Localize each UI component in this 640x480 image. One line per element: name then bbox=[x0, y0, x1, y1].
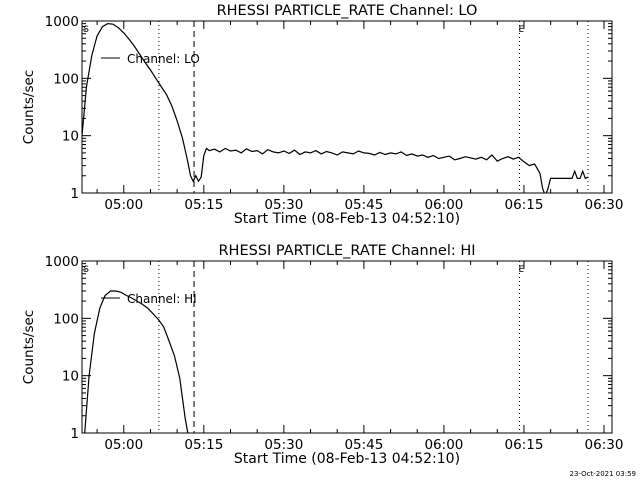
x-tick-label: 05:30 bbox=[264, 437, 303, 453]
x-tick-label: 06:00 bbox=[424, 437, 463, 453]
x-tick-label: 06:30 bbox=[585, 197, 624, 213]
x-axis-label: Start Time (08-Feb-13 04:52:10) bbox=[234, 211, 460, 227]
event-marker-label: E bbox=[519, 25, 525, 35]
chart-panel-lo: RHESSI PARTICLE_RATE Channel: LO 05:00 05:… bbox=[21, 3, 623, 227]
y-tick-label: 1000 bbox=[45, 254, 79, 270]
x-tick-label: 06:15 bbox=[505, 437, 544, 453]
x-tick-label: 05:15 bbox=[184, 437, 223, 453]
x-tick-label: 05:00 bbox=[104, 437, 143, 453]
y-axis-label: Counts/sec bbox=[21, 70, 37, 144]
y-tick-label: 1000 bbox=[45, 14, 79, 30]
x-tick-label: 05:00 bbox=[104, 197, 143, 213]
y-tick-label: 100 bbox=[53, 311, 79, 327]
series-line bbox=[82, 22, 589, 193]
chart-panel-hi: RHESSI PARTICLE_RATE Channel: HI 05:00 05:… bbox=[21, 243, 623, 467]
legend-label: Channel: HI bbox=[127, 292, 197, 306]
event-marker-label: E bbox=[519, 265, 525, 275]
x-tick-label: 05:15 bbox=[184, 197, 223, 213]
legend-label: Channel: LO bbox=[127, 52, 200, 66]
event-marker-label: S bbox=[83, 25, 89, 35]
x-tick-label: 05:45 bbox=[344, 437, 383, 453]
y-tick-label: 10 bbox=[62, 369, 79, 385]
y-tick-label: 10 bbox=[62, 129, 79, 145]
y-tick-label: 1 bbox=[70, 426, 79, 442]
y-tick-label: 100 bbox=[53, 71, 79, 87]
x-tick-label: 06:00 bbox=[424, 197, 463, 213]
chart-title: RHESSI PARTICLE_RATE Channel: LO bbox=[217, 3, 478, 19]
x-tick-label: 05:30 bbox=[264, 197, 303, 213]
x-tick-label: 06:15 bbox=[505, 197, 544, 213]
y-axis-label: Counts/sec bbox=[21, 310, 37, 384]
y-tick-label: 1 bbox=[70, 186, 79, 202]
x-axis-label: Start Time (08-Feb-13 04:52:10) bbox=[234, 451, 460, 467]
series-line bbox=[84, 290, 189, 433]
chart-title: RHESSI PARTICLE_RATE Channel: HI bbox=[218, 243, 475, 259]
x-tick-label: 06:30 bbox=[585, 437, 624, 453]
plot-frame bbox=[81, 260, 613, 434]
plot-frame bbox=[81, 20, 613, 194]
event-marker-label: S bbox=[83, 265, 89, 275]
footer-timestamp: 23-Oct-2021 03:59 bbox=[570, 470, 636, 478]
x-tick-label: 05:45 bbox=[344, 197, 383, 213]
